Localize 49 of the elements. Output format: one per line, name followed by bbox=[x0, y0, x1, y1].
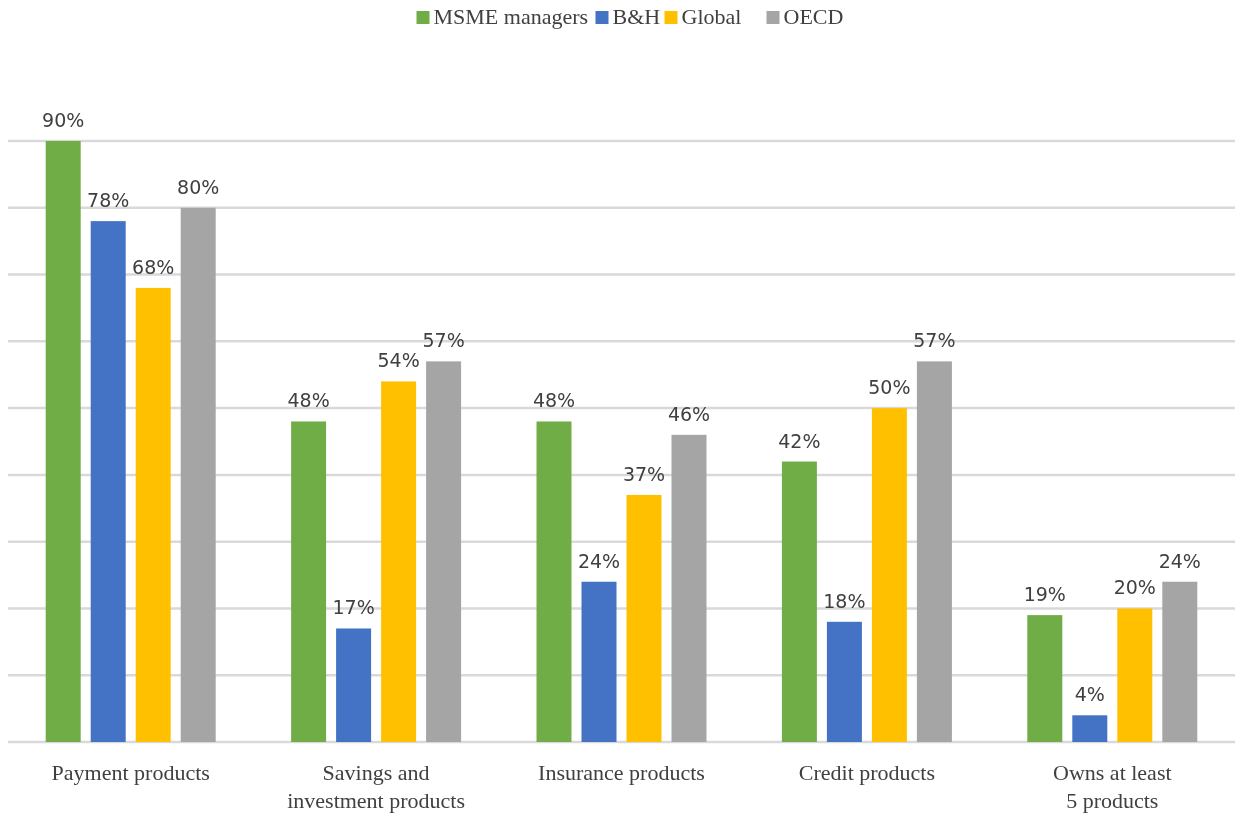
bar bbox=[536, 421, 572, 742]
bar bbox=[90, 221, 126, 742]
bar bbox=[381, 381, 417, 742]
data-label: 68% bbox=[132, 255, 175, 278]
data-label: 80% bbox=[177, 175, 220, 198]
data-label: 17% bbox=[332, 596, 375, 619]
data-label: 54% bbox=[377, 349, 420, 372]
data-label: 57% bbox=[913, 329, 956, 352]
bar bbox=[916, 361, 952, 742]
data-label: 19% bbox=[1023, 583, 1066, 606]
bar bbox=[626, 494, 662, 742]
data-label: 37% bbox=[622, 462, 666, 485]
bar bbox=[826, 621, 862, 742]
bar bbox=[1162, 581, 1198, 742]
x-tick-label: Payment products bbox=[51, 760, 210, 785]
bar bbox=[1027, 615, 1063, 742]
bar bbox=[291, 421, 327, 742]
data-label: 20% bbox=[1113, 576, 1156, 599]
data-label: 90% bbox=[42, 109, 85, 131]
x-tick-label: Insurance products bbox=[538, 760, 705, 785]
legend-label: Global bbox=[681, 4, 742, 29]
data-label: 18% bbox=[823, 589, 866, 612]
legend-label: OECD bbox=[783, 4, 844, 29]
bar bbox=[1072, 715, 1108, 742]
bar bbox=[180, 207, 216, 742]
x-tick-label: Owns at least 5 products bbox=[1053, 760, 1172, 813]
data-label: 4% bbox=[1074, 683, 1105, 706]
bar bbox=[871, 408, 907, 742]
data-label: 24% bbox=[577, 549, 621, 572]
data-label: 50% bbox=[868, 376, 911, 399]
legend-label: B&H bbox=[612, 4, 661, 29]
data-label: 42% bbox=[778, 429, 821, 452]
data-label: 48% bbox=[287, 389, 330, 412]
data-label: 24% bbox=[1158, 549, 1201, 572]
data-label: 46% bbox=[667, 402, 711, 425]
data-label: 78% bbox=[87, 189, 130, 212]
bar bbox=[581, 581, 617, 742]
bar bbox=[135, 287, 171, 742]
x-tick-label: Savings and investment products bbox=[287, 760, 466, 813]
x-tick-label: Credit products bbox=[798, 760, 936, 785]
bar bbox=[671, 434, 707, 742]
data-label: 48% bbox=[532, 389, 576, 412]
legend-label: MSME managers bbox=[433, 4, 589, 29]
data-label: 57% bbox=[422, 329, 465, 352]
bar bbox=[336, 628, 372, 742]
bar bbox=[781, 461, 817, 742]
bar bbox=[45, 141, 81, 742]
bar bbox=[426, 361, 462, 742]
bar bbox=[1117, 608, 1153, 742]
